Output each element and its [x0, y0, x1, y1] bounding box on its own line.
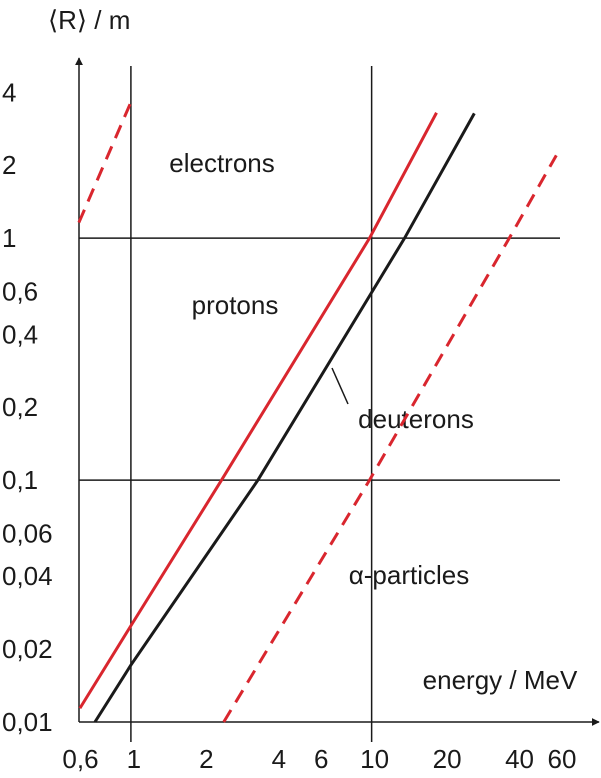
x-tick-label: 60	[547, 744, 576, 774]
series-line	[78, 112, 438, 710]
series-label: α-particles	[349, 560, 470, 590]
x-tick-label: 10	[360, 744, 389, 774]
x-axis-label: energy / MeV	[423, 665, 578, 695]
y-tick-label: 2	[2, 150, 16, 180]
x-tick-label: 2	[199, 744, 213, 774]
y-axis-label: ⟨R⟩ / m	[48, 5, 130, 35]
series-line	[222, 154, 558, 723]
series-label: deuterons	[358, 404, 474, 434]
series-label: electrons	[169, 148, 275, 178]
x-tick-label: 40	[505, 744, 534, 774]
series-label: protons	[192, 290, 279, 320]
x-tick-label: 1	[127, 744, 141, 774]
y-tick-label: 0,1	[2, 465, 38, 495]
y-tick-label: 0,06	[2, 519, 53, 549]
series-line	[77, 96, 135, 224]
x-tick-label: 4	[272, 744, 286, 774]
y-tick-label: 0,4	[2, 319, 38, 349]
x-tick-label: 6	[314, 744, 328, 774]
y-tick-label: 0,2	[2, 392, 38, 422]
y-tick-label: 1	[2, 223, 16, 253]
y-tick-label: 0,04	[2, 561, 53, 591]
y-tick-label: 0,6	[2, 277, 38, 307]
y-tick-label: 4	[2, 77, 16, 107]
y-tick-label: 0,02	[2, 634, 53, 664]
leader-line	[331, 367, 349, 405]
series-line	[93, 112, 476, 723]
y-tick-label: 0,01	[2, 707, 53, 737]
x-tick-label: 0,6	[62, 744, 98, 774]
x-tick-label: 20	[433, 744, 462, 774]
